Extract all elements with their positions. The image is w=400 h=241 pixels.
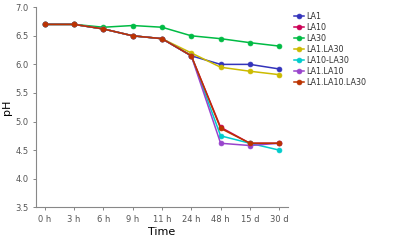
LA30 — [160, 26, 164, 29]
LA30 — [277, 45, 282, 47]
LA10 — [160, 37, 164, 40]
LA10 — [189, 54, 194, 57]
Line: LA1.LA10: LA1.LA10 — [42, 22, 282, 148]
LA1.LA30 — [277, 73, 282, 76]
LA1.LA10.LA30 — [218, 127, 223, 130]
Line: LA10: LA10 — [42, 22, 282, 146]
LA30 — [72, 23, 76, 26]
LA1 — [218, 63, 223, 66]
Line: LA1.LA30: LA1.LA30 — [42, 22, 282, 77]
LA10 — [218, 126, 223, 129]
Line: LA1.LA10.LA30: LA1.LA10.LA30 — [42, 22, 282, 146]
Y-axis label: pH: pH — [2, 100, 12, 115]
LA10-LA30 — [218, 134, 223, 137]
LA1.LA10 — [218, 142, 223, 145]
LA10 — [101, 27, 106, 30]
LA10-LA30 — [277, 149, 282, 152]
LA30 — [42, 23, 47, 26]
Legend: LA1, LA10, LA30, LA1.LA30, LA10-LA30, LA1.LA10, LA1.LA10.LA30: LA1, LA10, LA30, LA1.LA30, LA10-LA30, LA… — [293, 11, 367, 88]
LA1.LA10.LA30 — [130, 34, 135, 37]
LA1.LA10.LA30 — [72, 23, 76, 26]
LA10 — [42, 23, 47, 26]
LA30 — [248, 41, 252, 44]
LA1.LA10 — [189, 54, 194, 57]
LA10-LA30 — [189, 54, 194, 57]
LA1 — [277, 67, 282, 70]
LA1.LA10.LA30 — [248, 142, 252, 145]
LA1.LA10 — [130, 34, 135, 37]
LA30 — [218, 37, 223, 40]
LA30 — [130, 24, 135, 27]
LA1 — [189, 54, 194, 57]
LA1.LA10 — [72, 23, 76, 26]
LA10 — [130, 34, 135, 37]
LA1.LA30 — [42, 23, 47, 26]
LA1.LA10.LA30 — [189, 54, 194, 57]
LA1.LA30 — [189, 52, 194, 54]
LA1.LA10.LA30 — [160, 37, 164, 40]
LA1 — [72, 23, 76, 26]
LA10 — [248, 142, 252, 145]
Line: LA1: LA1 — [42, 22, 282, 71]
LA1.LA10 — [42, 23, 47, 26]
LA1 — [42, 23, 47, 26]
LA1 — [248, 63, 252, 66]
LA1.LA10 — [160, 37, 164, 40]
LA10-LA30 — [42, 23, 47, 26]
Line: LA30: LA30 — [42, 22, 282, 48]
LA1.LA10 — [101, 27, 106, 30]
LA1.LA10 — [277, 142, 282, 145]
LA10-LA30 — [160, 37, 164, 40]
X-axis label: Time: Time — [148, 227, 176, 237]
LA10-LA30 — [101, 27, 106, 30]
LA10 — [277, 142, 282, 145]
LA1.LA10.LA30 — [101, 27, 106, 30]
Line: LA10-LA30: LA10-LA30 — [42, 22, 282, 153]
LA30 — [101, 26, 106, 29]
LA1.LA30 — [130, 34, 135, 37]
LA1.LA30 — [72, 23, 76, 26]
LA1 — [130, 34, 135, 37]
LA10-LA30 — [72, 23, 76, 26]
LA1.LA10 — [248, 144, 252, 147]
LA10 — [72, 23, 76, 26]
LA1 — [160, 37, 164, 40]
LA10-LA30 — [248, 142, 252, 145]
LA1.LA30 — [160, 37, 164, 40]
LA10-LA30 — [130, 34, 135, 37]
LA1.LA10.LA30 — [277, 142, 282, 145]
LA1.LA30 — [248, 70, 252, 73]
LA30 — [189, 34, 194, 37]
LA1.LA10.LA30 — [42, 23, 47, 26]
LA1.LA30 — [218, 66, 223, 69]
LA1.LA30 — [101, 27, 106, 30]
LA1 — [101, 27, 106, 30]
